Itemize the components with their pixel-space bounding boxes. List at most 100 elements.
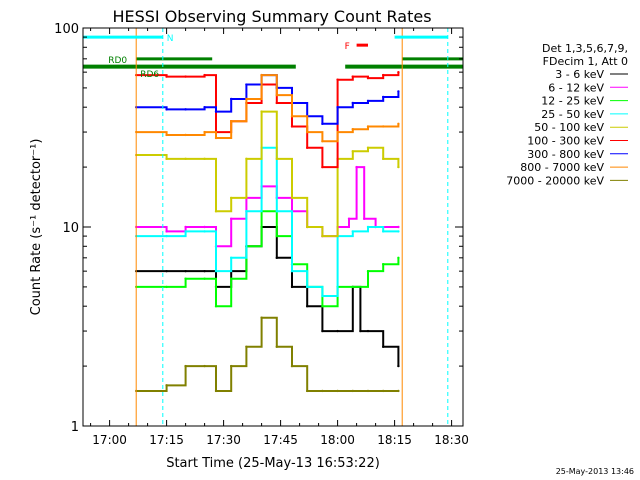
series-point [366, 329, 370, 333]
x-tick-label: 18:00 [320, 433, 355, 447]
series-point [351, 75, 354, 78]
series-point [230, 196, 233, 200]
legend-entry: 800 - 7000 keV [520, 161, 604, 174]
series-point [214, 389, 218, 393]
x-tick-label: 17:30 [206, 433, 241, 447]
legend-entry: 25 - 50 keV [541, 108, 604, 121]
series-point [306, 389, 309, 393]
series-point [203, 130, 206, 134]
series-point [366, 76, 370, 80]
annotation-layer: RD0 RD6 N F [83, 28, 463, 426]
series-point [203, 105, 206, 109]
series-line [136, 316, 399, 392]
x-axis-label: Start Time (25-May-13 16:53:22) [166, 456, 380, 471]
series-point [275, 101, 278, 105]
series-point [321, 294, 324, 298]
series-point [382, 125, 385, 128]
series-point [321, 234, 324, 238]
series-point [382, 345, 385, 349]
series-point [203, 364, 206, 368]
legend-entry: 100 - 300 keV [527, 135, 604, 148]
x-tick-label: 17:15 [149, 433, 184, 447]
series-point [275, 256, 278, 260]
series-point [366, 269, 370, 273]
series-point [306, 304, 309, 308]
series-point [203, 225, 206, 229]
series-point [245, 157, 248, 161]
series-line [136, 210, 400, 308]
series-point [397, 225, 400, 229]
series-point [321, 165, 324, 169]
series-point [184, 364, 187, 368]
series-point [306, 285, 309, 289]
series-line [136, 226, 400, 367]
series-point [214, 304, 218, 308]
series-point [245, 345, 248, 349]
series-point [321, 122, 324, 126]
series-point [275, 157, 278, 161]
series-point [203, 269, 206, 273]
series-point [336, 389, 339, 393]
series-point [397, 70, 400, 74]
series-point [397, 256, 400, 260]
series-point [397, 389, 400, 393]
series-point [214, 136, 218, 140]
series-point [347, 217, 351, 220]
series-point [230, 256, 233, 260]
series-point [165, 234, 168, 238]
series-point [306, 146, 309, 150]
series-point [260, 316, 263, 319]
series-point [351, 285, 354, 289]
series-point [382, 157, 385, 161]
series-point [366, 99, 370, 103]
series-line [136, 110, 400, 238]
series-line [136, 166, 399, 248]
series-point [321, 389, 324, 393]
timestamp-label: 25-May-2013 13:46 [556, 467, 634, 476]
y-tick-label: 100 [54, 22, 79, 37]
legend-header: Det 1,3,5,6,7,9, [542, 42, 628, 55]
series-point [165, 285, 168, 289]
series-point [306, 225, 309, 229]
series-point [184, 269, 187, 273]
series-point [203, 157, 206, 161]
series-point [336, 329, 339, 333]
series-point [290, 269, 294, 273]
legend-entry: 3 - 6 keV [555, 68, 604, 81]
series-point [275, 345, 278, 349]
legend-entry: 50 - 100 keV [534, 121, 604, 134]
axis-layer: 17:00 17:15 17:30 17:45 18:00 18:15 18:30 1 10 10… [54, 22, 469, 447]
series-point [363, 217, 366, 220]
annotation-label: RD6 [140, 70, 159, 80]
series-point [184, 277, 187, 280]
series-point [355, 165, 358, 169]
series-point [290, 115, 294, 118]
series-point [260, 110, 263, 113]
legend-entry: 12 - 25 keV [541, 95, 604, 108]
series-point [230, 97, 233, 101]
series-point [290, 196, 294, 200]
series-point [382, 95, 385, 99]
series-point [366, 225, 370, 229]
series-point [351, 101, 354, 105]
legend-entry: 300 - 800 keV [527, 148, 604, 161]
series-point [165, 230, 168, 233]
series-point [397, 165, 400, 169]
series-point [165, 384, 168, 387]
x-tick-label: 17:45 [263, 433, 298, 447]
series-point [382, 230, 385, 233]
chart-title: HESSI Observing Summary Count Rates [112, 7, 431, 26]
annotation-label: F [345, 42, 350, 52]
series-point [397, 364, 400, 368]
series-point [275, 93, 278, 97]
series-point [184, 230, 187, 233]
series-point [321, 139, 324, 143]
legend-entry: 6 - 12 keV [548, 81, 604, 94]
series-point [245, 210, 248, 213]
series-point [336, 105, 339, 109]
series-point [382, 263, 385, 266]
series-point [397, 90, 400, 93]
series-point [382, 73, 385, 77]
series-point [203, 73, 206, 77]
series-line [136, 72, 400, 169]
